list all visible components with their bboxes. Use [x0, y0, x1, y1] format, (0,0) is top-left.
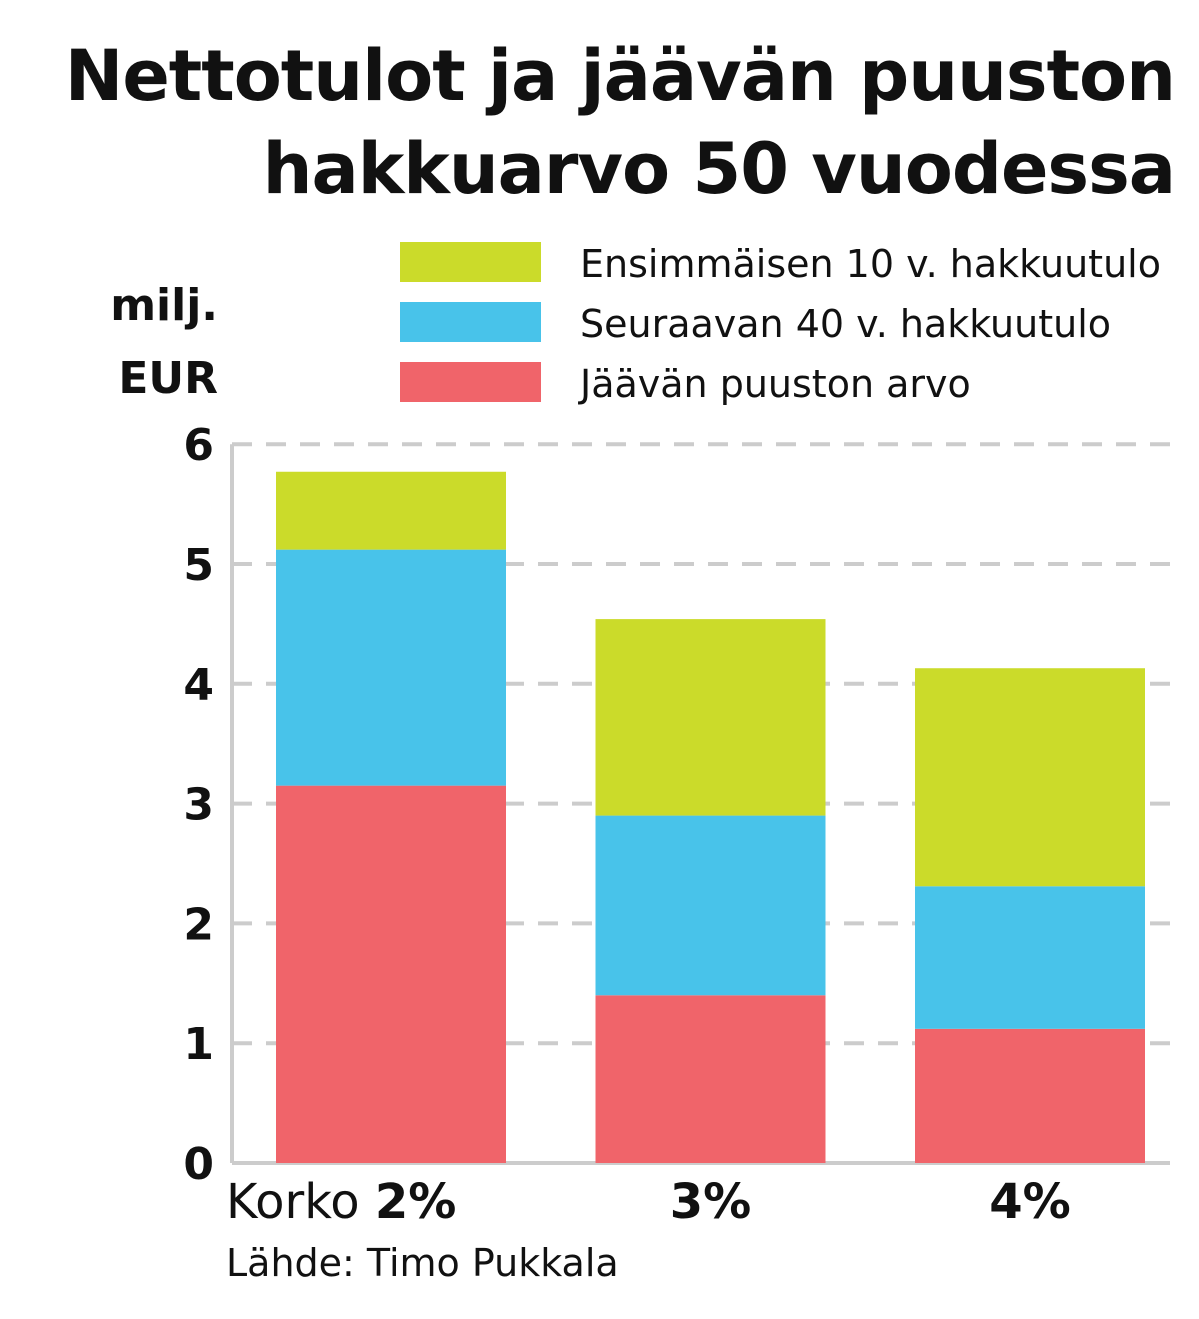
bar-segment: [276, 471, 506, 550]
y-axis-unit-line1: milj.: [110, 280, 218, 331]
y-tick-label: 4: [183, 660, 214, 711]
legend-swatch: [400, 362, 541, 402]
legend-swatch: [400, 242, 541, 282]
x-labels: Korko 2% 3% 4%: [226, 1174, 1071, 1230]
source-note: Lähde: Timo Pukkala: [226, 1241, 619, 1285]
bar-segment: [276, 785, 506, 1163]
y-tick-label: 2: [183, 899, 214, 950]
bar-segment: [595, 815, 826, 996]
legend-swatch: [400, 302, 541, 342]
y-tick-label: 3: [183, 780, 214, 831]
legend-label: Jäävän puuston arvo: [578, 362, 971, 406]
x-category-label: 3%: [670, 1174, 752, 1230]
bar-segment: [276, 549, 506, 786]
legend-label: Seuraavan 40 v. hakkuutulo: [580, 302, 1111, 346]
y-axis-unit-line2: EUR: [118, 353, 218, 404]
bar-segment: [915, 1028, 1145, 1163]
y-ticks: 0 1 2 3 4 5 6: [183, 420, 214, 1190]
bar-segment: [595, 619, 826, 816]
chart-title-line1: Nettotulot ja jäävän puuston: [65, 35, 1175, 117]
bar-segment: [915, 668, 1145, 887]
bar-segment: [595, 995, 826, 1163]
x-category-label: 2%: [375, 1174, 457, 1230]
y-tick-label: 5: [183, 540, 214, 591]
x-category-label: 4%: [989, 1174, 1071, 1230]
x-label-space: [360, 1174, 375, 1230]
bars: [276, 471, 1145, 1163]
legend: Ensimmäisen 10 v. hakkuutulo Seuraavan 40…: [400, 242, 1161, 406]
bar-segment: [915, 886, 1145, 1029]
chart-title-line2: hakkuarvo 50 vuodessa: [263, 128, 1175, 210]
y-tick-label: 6: [183, 420, 214, 471]
x-axis-prefix: Korko: [226, 1174, 360, 1230]
y-tick-label: 1: [183, 1019, 214, 1070]
y-tick-label: 0: [183, 1139, 214, 1190]
x-label-first: Korko 2%: [226, 1174, 456, 1230]
legend-label: Ensimmäisen 10 v. hakkuutulo: [580, 242, 1161, 286]
